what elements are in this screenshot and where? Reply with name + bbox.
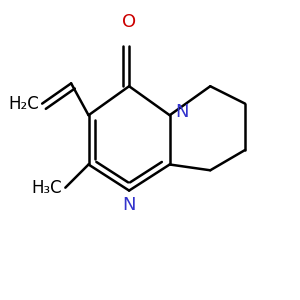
Text: O: O (122, 13, 136, 31)
Text: N: N (176, 103, 189, 121)
Text: H₃C: H₃C (32, 179, 62, 197)
Text: H₂C: H₂C (8, 94, 39, 112)
Text: N: N (122, 196, 136, 214)
